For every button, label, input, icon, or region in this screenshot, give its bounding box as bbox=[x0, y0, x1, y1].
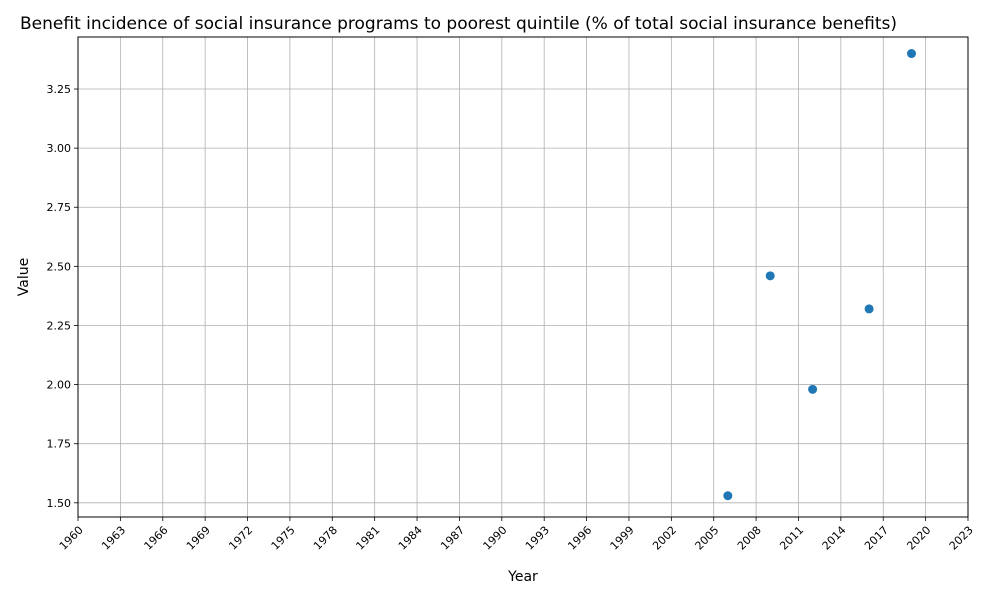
y-tick-label: 1.75 bbox=[47, 438, 72, 451]
y-tick-label: 3.25 bbox=[47, 83, 72, 96]
data-point bbox=[864, 304, 874, 314]
y-tick-label: 2.50 bbox=[47, 260, 72, 273]
data-point bbox=[765, 271, 775, 281]
y-axis: 1.50 1.75 2.00 2.25 2.50 2.75 3.00 3.25 bbox=[47, 83, 78, 510]
y-tick-label: 1.50 bbox=[47, 497, 72, 510]
grid bbox=[77, 37, 969, 517]
y-tick-label: 3.00 bbox=[47, 142, 72, 155]
y-axis-title: Value bbox=[16, 258, 32, 296]
y-tick-label: 2.00 bbox=[47, 379, 72, 392]
x-axis-title: Year bbox=[507, 569, 538, 585]
data-point bbox=[723, 491, 733, 501]
y-tick-label: 2.25 bbox=[47, 319, 72, 332]
data-point bbox=[906, 49, 916, 59]
y-tick-label: 2.75 bbox=[47, 201, 72, 214]
data-point bbox=[808, 384, 818, 394]
data-points bbox=[723, 49, 916, 501]
chart-title: Benefit incidence of social insurance pr… bbox=[20, 14, 897, 34]
plot-frame bbox=[77, 36, 969, 518]
